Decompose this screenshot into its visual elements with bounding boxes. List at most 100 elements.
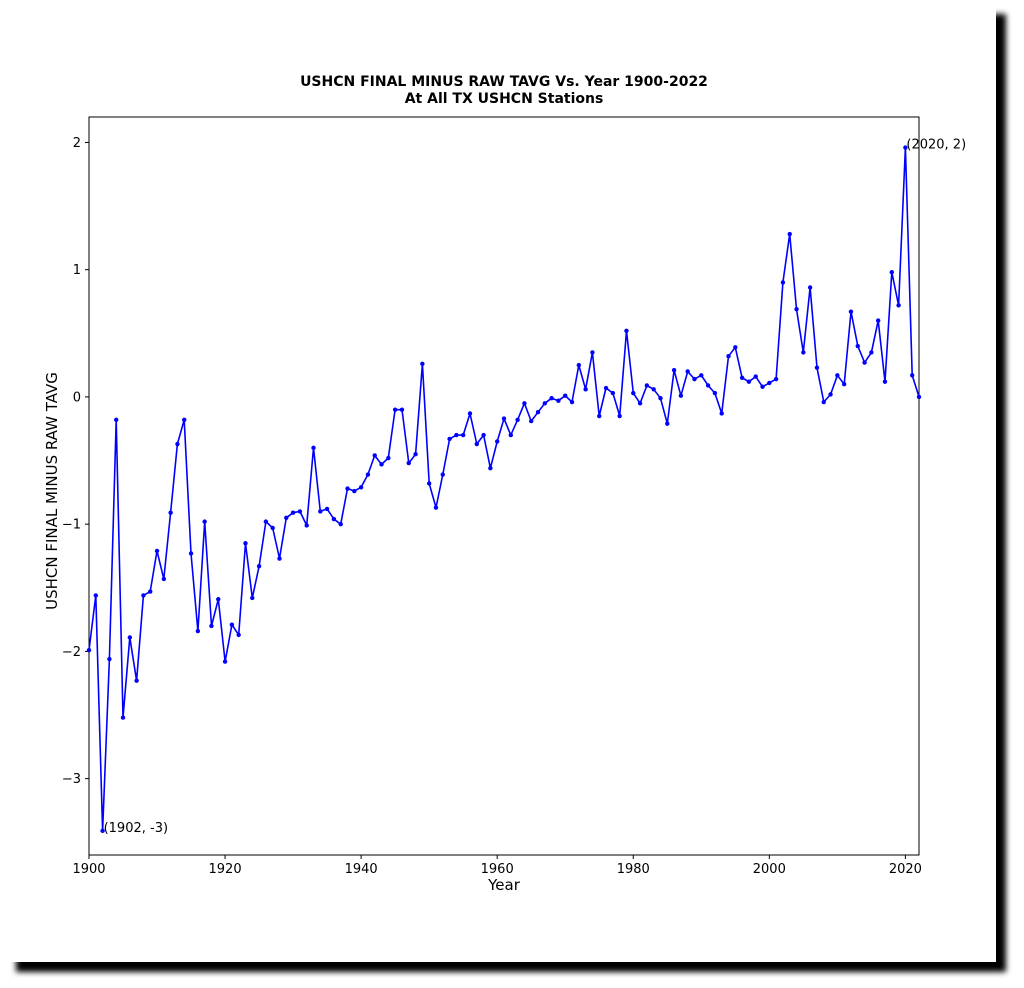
data-point [889, 270, 894, 275]
data-point [746, 379, 752, 384]
annotations: (1902, -3) (2020, 2) [104, 138, 967, 836]
x-tick-label: 1960 [481, 862, 514, 877]
data-point [882, 379, 888, 384]
point-annotation: (1902, -3) [104, 821, 168, 836]
data-point [488, 465, 493, 471]
data-point [787, 231, 792, 237]
data-point [290, 510, 296, 515]
chart-subtitle: At All TX USHCN Stations [405, 91, 604, 107]
data-point [270, 525, 275, 531]
data-point [855, 343, 860, 349]
data-point [297, 509, 303, 514]
data-point [86, 647, 92, 653]
data-point [535, 410, 541, 415]
data-point [372, 453, 377, 458]
data-point [250, 595, 255, 601]
y-tick-label: −1 [62, 518, 81, 533]
data-point [508, 432, 514, 438]
data-point [420, 361, 425, 367]
data-point [114, 417, 119, 423]
data-point [148, 589, 153, 594]
data-point [426, 481, 432, 486]
data-point [760, 384, 765, 389]
data-point [127, 635, 133, 640]
data-point [767, 380, 772, 386]
data-point [188, 551, 194, 556]
data-point [556, 398, 561, 403]
data-point [692, 376, 697, 382]
data-point [719, 411, 724, 416]
data-point [733, 345, 738, 350]
data-point [753, 374, 758, 379]
data-point [651, 387, 656, 392]
data-point [454, 432, 459, 438]
data-point [896, 303, 901, 308]
data-point [685, 369, 690, 374]
data-point [481, 432, 486, 438]
x-axis-label: Year [487, 876, 521, 894]
data-point [406, 460, 411, 466]
data-point [909, 373, 915, 378]
plot-area [88, 116, 920, 856]
y-axis-label: USHCN FINAL MINUS RAW TAVG [43, 372, 61, 610]
data-point [379, 462, 384, 467]
data-point [467, 411, 473, 416]
data-point [841, 382, 847, 387]
line-chart: USHCN FINAL MINUS RAW TAVG Vs. Year 1900… [43, 74, 967, 894]
data-point [318, 509, 323, 514]
data-point [848, 309, 854, 314]
data-point [637, 401, 643, 406]
chart-title: USHCN FINAL MINUS RAW TAVG Vs. Year 1900… [300, 74, 708, 90]
data-point [134, 678, 139, 683]
data-point [311, 445, 316, 451]
data-point [801, 350, 806, 355]
data-point [216, 597, 221, 602]
data-point [549, 396, 554, 401]
x-tick-label: 1920 [209, 862, 242, 877]
data-point [583, 387, 588, 392]
x-tick-label: 1980 [617, 862, 650, 877]
data-point [794, 306, 799, 312]
data-point [141, 593, 146, 598]
data-point [712, 390, 718, 396]
y-tick-label: −2 [62, 645, 81, 660]
data-point [644, 383, 650, 388]
data-point [243, 541, 248, 546]
data-point [671, 368, 677, 373]
data-point [739, 375, 745, 381]
x-tick-label: 1940 [345, 862, 378, 877]
data-point [474, 441, 479, 447]
data-point [161, 576, 167, 582]
data-point [617, 413, 622, 419]
data-point [236, 632, 241, 638]
data-point [678, 393, 684, 398]
data-point [624, 328, 629, 333]
data-point [447, 436, 452, 442]
x-tick-label: 2020 [889, 862, 922, 877]
data-point [168, 510, 173, 515]
chart-frame: USHCN FINAL MINUS RAW TAVG Vs. Year 1900… [6, 4, 996, 962]
data-point [202, 519, 207, 524]
x-tick-label: 2000 [753, 862, 786, 877]
y-tick-label: 2 [73, 136, 81, 151]
data-point [460, 432, 466, 438]
data-point [699, 373, 704, 378]
data-point [352, 488, 357, 494]
data-point [821, 399, 826, 405]
data-point [563, 393, 568, 398]
data-point [869, 350, 874, 355]
x-tick-label: 1900 [72, 862, 105, 877]
data-point [780, 280, 786, 285]
data-point [542, 401, 548, 406]
data-point [386, 455, 391, 461]
data-point [773, 376, 779, 382]
data-point [209, 623, 214, 629]
data-point [284, 515, 289, 521]
data-point [522, 401, 527, 406]
series-group [86, 145, 922, 834]
data-point [590, 350, 595, 355]
data-point [494, 439, 500, 444]
data-point [705, 383, 711, 388]
data-point [338, 521, 343, 527]
data-point [222, 659, 228, 664]
